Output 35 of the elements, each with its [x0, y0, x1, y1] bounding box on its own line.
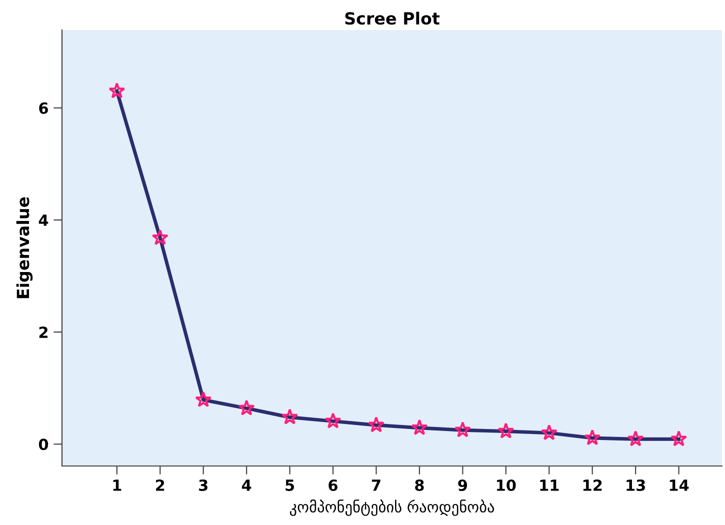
chart-title: Scree Plot	[345, 12, 440, 25]
point	[411, 419, 428, 436]
y-tick-label: 6	[39, 102, 48, 114]
point	[454, 421, 471, 438]
point	[281, 408, 298, 424]
point	[368, 416, 385, 432]
point	[498, 422, 514, 438]
point	[238, 400, 255, 416]
x-axis-title: კომპონენტების რაოდენობა	[290, 500, 494, 516]
x-tick-label: 3	[199, 479, 208, 492]
x-tick-label: 7	[372, 480, 380, 491]
point	[627, 430, 644, 446]
x-tick-label: 14	[670, 480, 689, 491]
x-tick-label: 8	[415, 479, 424, 492]
point	[670, 430, 688, 446]
x-tick-label: 1	[113, 480, 122, 491]
point	[540, 424, 558, 440]
x-tick-label: 5	[286, 480, 294, 492]
point	[324, 412, 342, 428]
y-tick-label: 4	[38, 214, 48, 226]
y-axis-title: Eigenvalue	[16, 197, 33, 298]
point	[152, 229, 168, 246]
x-tick-label: 4	[242, 480, 252, 491]
x-tick-label: 2	[156, 479, 164, 491]
x-tick-label: 10	[496, 479, 516, 492]
x-tick-label: 11	[540, 480, 559, 491]
y-tick-label: 2	[39, 326, 48, 338]
point	[584, 429, 601, 446]
y-tick-label: 0	[38, 438, 48, 450]
x-tick-label: 6	[328, 479, 338, 492]
x-tick-label: 12	[583, 479, 602, 491]
point	[195, 391, 212, 408]
x-tick-label: 13	[626, 479, 645, 492]
point	[108, 82, 126, 98]
x-tick-label: 9	[458, 479, 468, 492]
